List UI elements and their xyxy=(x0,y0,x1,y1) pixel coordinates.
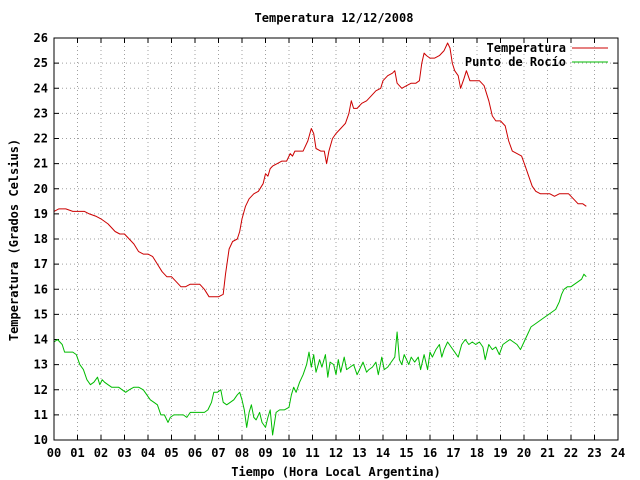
plot-frame xyxy=(53,37,619,441)
y-tick-label: 23 xyxy=(34,106,48,120)
grid-lines xyxy=(54,38,618,440)
y-tick-label: 18 xyxy=(34,232,48,246)
legend-label: Punto de Rocío xyxy=(465,55,566,69)
x-tick-label: 04 xyxy=(141,446,155,460)
x-tick-label: 14 xyxy=(376,446,390,460)
x-tick-label: 07 xyxy=(211,446,225,460)
y-tick-label: 12 xyxy=(34,383,48,397)
y-axis-label: Temperatura (Grados Celsius) xyxy=(7,139,21,341)
y-tick-label: 15 xyxy=(34,307,48,321)
y-tick-label: 21 xyxy=(34,157,48,171)
y-tick-label: 11 xyxy=(34,408,48,422)
legend-label: Temperatura xyxy=(487,41,566,55)
x-tick-label: 17 xyxy=(446,446,460,460)
x-axis-label: Tiempo (Hora Local Argentina) xyxy=(231,465,441,479)
y-tick-label: 24 xyxy=(34,81,48,95)
x-tick-label: 08 xyxy=(235,446,249,460)
x-tick-label: 01 xyxy=(70,446,84,460)
y-tick-label: 14 xyxy=(34,333,48,347)
x-tick-label: 18 xyxy=(470,446,484,460)
x-tick-label: 20 xyxy=(517,446,531,460)
x-tick-label: 02 xyxy=(94,446,108,460)
x-tick-label: 00 xyxy=(47,446,61,460)
x-tick-label: 03 xyxy=(117,446,131,460)
x-tick-label: 09 xyxy=(258,446,272,460)
chart-title: Temperatura 12/12/2008 xyxy=(255,11,414,25)
y-tick-label: 19 xyxy=(34,207,48,221)
x-tick-label: 19 xyxy=(493,446,507,460)
x-tick-label: 15 xyxy=(399,446,413,460)
y-tick-label: 13 xyxy=(34,358,48,372)
y-tick-label: 10 xyxy=(34,433,48,447)
x-tick-label: 13 xyxy=(352,446,366,460)
series-line-punto-de-rocio xyxy=(53,273,587,436)
y-tick-label: 25 xyxy=(34,56,48,70)
x-tick-label: 11 xyxy=(305,446,319,460)
x-tick-label: 10 xyxy=(282,446,296,460)
y-tick-label: 17 xyxy=(34,257,48,271)
x-tick-label: 12 xyxy=(329,446,343,460)
y-tick-label: 22 xyxy=(34,132,48,146)
x-tick-label: 22 xyxy=(564,446,578,460)
y-tick-label: 16 xyxy=(34,282,48,296)
x-tick-label: 21 xyxy=(540,446,554,460)
x-tick-label: 24 xyxy=(611,446,625,460)
y-tick-label: 20 xyxy=(34,182,48,196)
series-line-temperatura xyxy=(53,42,587,298)
axis-ticks: 10 11 12 13 14 15 16 17 18 19 20 21 22 23 24 25 26 00 01 02… xyxy=(34,31,626,460)
x-tick-label: 16 xyxy=(423,446,437,460)
x-tick-label: 06 xyxy=(188,446,202,460)
y-tick-label: 26 xyxy=(34,31,48,45)
x-tick-label: 05 xyxy=(164,446,178,460)
plot-series xyxy=(53,42,587,436)
x-tick-label: 23 xyxy=(587,446,601,460)
